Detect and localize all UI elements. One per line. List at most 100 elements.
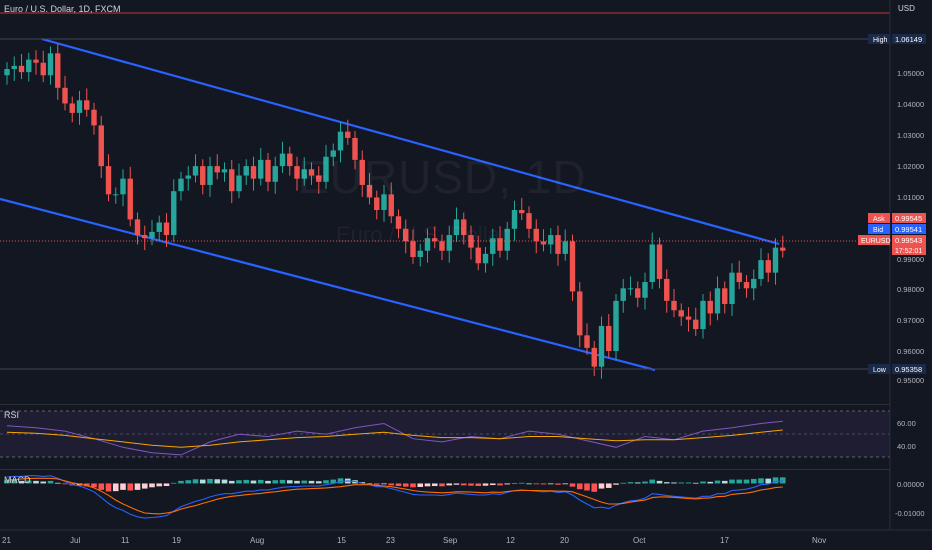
currency-label: USD (898, 4, 915, 13)
candle-body (424, 238, 431, 251)
macd-histogram-bar (11, 480, 18, 484)
candle-body (381, 194, 387, 210)
time-tick-label: Oct (633, 536, 646, 545)
bid-tag: Bid (873, 227, 883, 234)
macd-histogram-bar (149, 483, 155, 488)
candle-body (120, 178, 126, 195)
macd-histogram-bar (765, 478, 772, 484)
candle-body (200, 166, 206, 185)
candle-body (98, 125, 104, 167)
candle-body (55, 53, 61, 88)
candle-body (4, 69, 10, 76)
candle-body (700, 300, 706, 330)
macd-histogram-bar (178, 480, 184, 484)
candle-body (40, 62, 46, 76)
macd-histogram-bar (439, 483, 445, 487)
candle-body (664, 278, 670, 301)
price-axis[interactable]: USD 1.05000 1.04000 1.03000 1.02000 1.01000 0.… (858, 0, 932, 550)
macd-histogram-bar (286, 480, 293, 484)
time-tick-label: Nov (812, 536, 826, 545)
candle-body (178, 178, 184, 192)
macd-histogram-bar (83, 483, 90, 487)
candle-body (185, 175, 191, 179)
low-value: 0.95358 (895, 365, 922, 374)
macd-histogram-bar (98, 483, 105, 490)
candle-body (69, 103, 75, 113)
rsi-tick-label: 40.00 (897, 442, 916, 451)
high-value-bg (892, 34, 926, 44)
candle-body (685, 316, 692, 320)
macd-label[interactable]: MACD (4, 475, 31, 485)
macd-histogram-bar (272, 480, 279, 484)
rsi-label[interactable]: RSI (4, 410, 20, 420)
macd-histogram-bar (707, 481, 714, 484)
candle-body (722, 288, 728, 304)
macd-histogram-bar (656, 480, 663, 484)
macd-histogram-bar (453, 483, 460, 485)
macd-histogram-bar (373, 483, 380, 485)
price-tick-label: 0.95000 (897, 376, 924, 385)
symbol-tag-bg (858, 235, 890, 245)
time-tick-label: 17 (720, 536, 729, 545)
macd-histogram-bar (547, 483, 554, 485)
macd-histogram-bar (511, 483, 518, 484)
candle-body (410, 241, 416, 257)
macd-histogram-bar (47, 480, 54, 484)
candles[interactable] (4, 43, 786, 379)
symbol-title[interactable]: Euro / U.S. Dollar, 1D, FXCM (4, 4, 121, 14)
candle-body (432, 238, 438, 242)
candle-body (308, 169, 315, 176)
lower-channel-line[interactable] (0, 197, 656, 372)
price-tick-label: 1.03000 (897, 131, 924, 140)
macd-histogram-bar (700, 481, 706, 484)
macd-histogram-bar (446, 483, 453, 486)
macd-histogram-bar (410, 483, 416, 488)
candle-body (374, 197, 380, 210)
candle-body (475, 247, 481, 264)
macd-histogram-bar (402, 483, 409, 487)
candle-body (729, 272, 735, 304)
candle-body (149, 231, 155, 239)
macd-histogram-bar (25, 480, 32, 484)
macd-histogram-bar (308, 480, 315, 484)
candle-body (359, 159, 365, 185)
macd-histogram-bar (236, 480, 242, 484)
price-axis-bg (890, 0, 932, 550)
macd-histogram-bar (185, 480, 192, 484)
candle-body (519, 210, 525, 214)
watermark-ticker: EURUSD, 1D (298, 151, 587, 203)
macd-pane[interactable] (4, 475, 786, 519)
macd-histogram-bar (323, 480, 329, 484)
macd-histogram-bar (692, 482, 699, 484)
time-axis[interactable]: 21 Jul 11 19 Aug 15 23 Sep 12 20 Oct 17 Nov (0, 529, 932, 550)
candle-body (439, 241, 445, 251)
high-tag-bg (868, 34, 890, 44)
macd-histogram-bar (649, 479, 656, 484)
candle-body (598, 325, 605, 367)
candle-body (26, 59, 32, 73)
macd-histogram-bar (156, 483, 163, 487)
macd-histogram-bar (750, 478, 757, 484)
candle-body (301, 169, 307, 179)
candle-body (613, 300, 619, 351)
candle-body (403, 228, 409, 242)
time-tick-label: 15 (337, 536, 346, 545)
macd-line (6, 475, 783, 519)
signal-line (6, 477, 783, 515)
candle-body (504, 228, 510, 251)
upper-channel-line[interactable] (41, 37, 780, 246)
trendlines[interactable] (0, 37, 780, 372)
candle-body (47, 53, 54, 76)
rsi-pane[interactable] (6, 420, 783, 456)
macd-histogram-bar (627, 482, 634, 484)
macd-histogram-bar (243, 479, 250, 484)
macd-histogram-bar (489, 483, 496, 486)
macd-histogram-bar (482, 483, 489, 486)
candle-body (323, 156, 329, 182)
candle-body (265, 159, 271, 182)
reference-lines (0, 12, 890, 370)
macd-histogram-bar (62, 483, 68, 485)
macd-histogram-bar (584, 483, 590, 491)
macd-histogram-bar (257, 479, 264, 484)
